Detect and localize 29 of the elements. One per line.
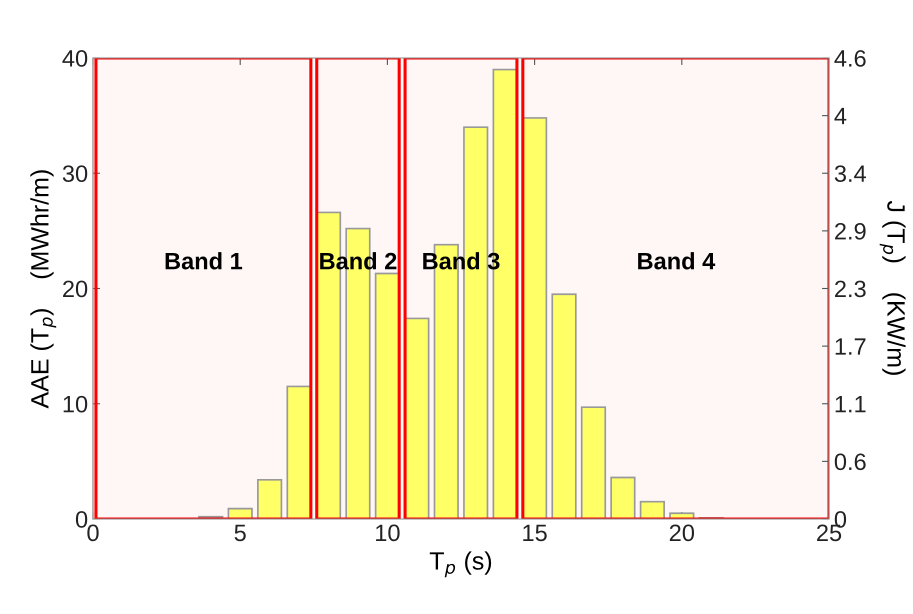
bar bbox=[640, 500, 665, 519]
y2-tick-label: 1.1 bbox=[836, 396, 866, 412]
bar bbox=[228, 508, 253, 519]
x-tick-label: 20 bbox=[670, 524, 694, 542]
y2-axis-title: J (T$_{p}$) (KW/m) bbox=[880, 200, 906, 375]
y2-tick-label: 4.6 bbox=[834, 50, 866, 67]
bar bbox=[257, 478, 282, 519]
x-tick-label: 5 bbox=[234, 524, 246, 542]
y2-tick-label: 0.6 bbox=[834, 453, 866, 470]
y2-tick-label: 4 bbox=[834, 108, 846, 124]
y-tick-label: 30 bbox=[62, 165, 88, 182]
x-tick-label: 0 bbox=[87, 524, 99, 542]
band-label: Band 1 bbox=[166, 252, 242, 270]
band-label: Band 4 bbox=[638, 252, 716, 270]
bar bbox=[610, 476, 636, 519]
y-tick-label: 0 bbox=[76, 511, 88, 528]
y2-tick-label: 2.3 bbox=[835, 280, 866, 298]
x-tick-label: 10 bbox=[376, 524, 400, 542]
y-tick-label: 40 bbox=[62, 50, 88, 67]
x-axis-title: T$_{p}$ (s) bbox=[430, 551, 492, 578]
x-tick-label: 15 bbox=[523, 524, 547, 542]
y-tick-label: 20 bbox=[63, 280, 88, 298]
bar bbox=[551, 293, 577, 519]
y-axis-title: AAE (T$_{p}$) (MWhr/m) bbox=[30, 170, 56, 408]
bar bbox=[580, 406, 606, 519]
y2-tick-label: 2.9 bbox=[835, 222, 866, 240]
y2-tick-label: 1.7 bbox=[836, 338, 866, 355]
y-tick-label: 10 bbox=[64, 396, 88, 413]
y2-tick-label: 3.4 bbox=[834, 165, 866, 182]
